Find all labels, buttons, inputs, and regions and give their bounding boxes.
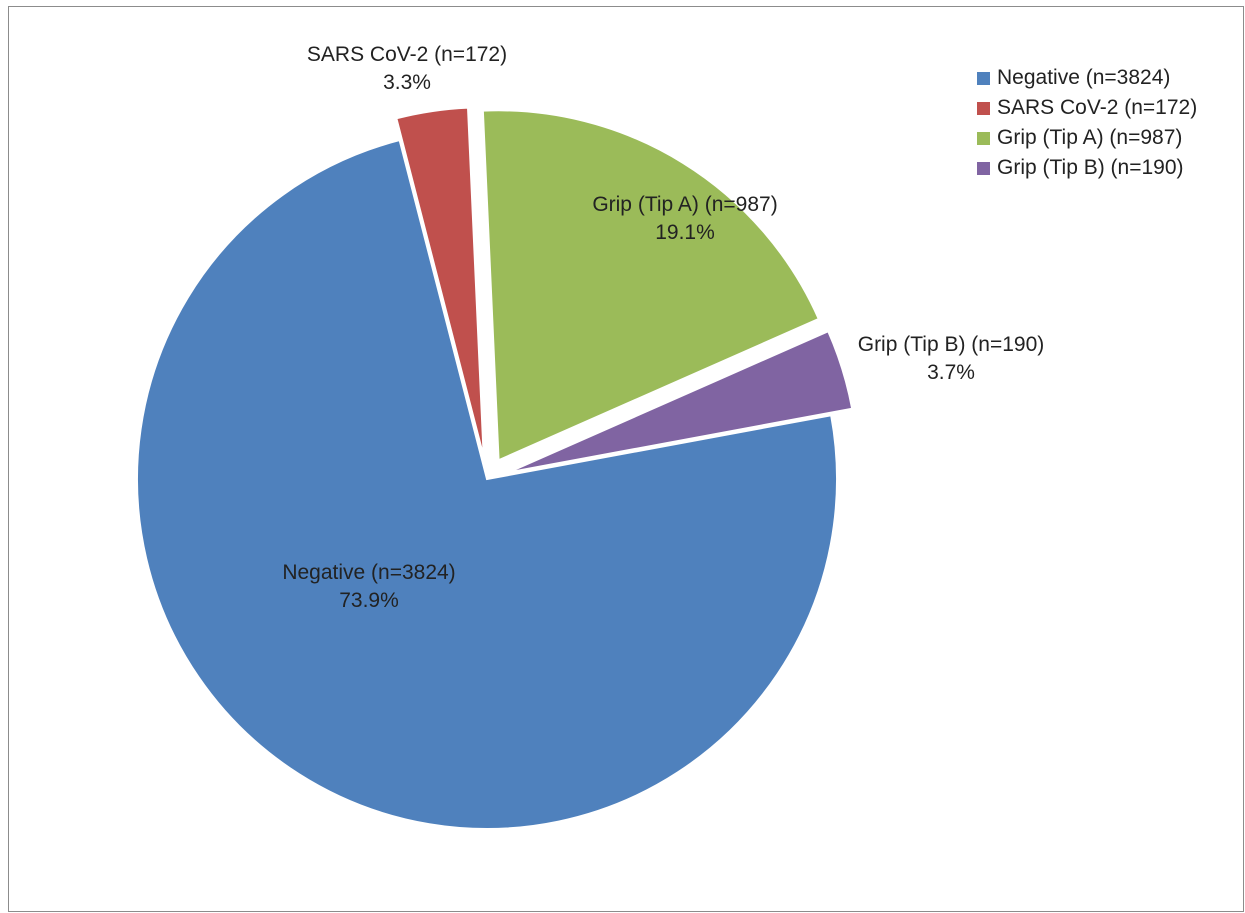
legend-label: Grip (Tip A) (n=987): [997, 126, 1183, 149]
legend-swatch: [977, 71, 990, 85]
legend-item-sars-cov-2: SARS CoV-2 (n=172): [977, 93, 1197, 123]
data-percent-negative: 73.9%: [339, 589, 399, 612]
pie-slice-sars-cov-2: [395, 106, 485, 458]
data-percent-sars-cov-2: 3.3%: [383, 71, 431, 94]
legend-swatch: [977, 131, 990, 145]
pie-chart: Negative (n=3824) 73.9% SARS CoV-2 (n=172)…: [136, 43, 1045, 830]
pie-slice-grip-tip-a: [481, 109, 821, 462]
legend-item-negative: Negative (n=3824): [977, 63, 1197, 93]
legend-label: SARS CoV-2 (n=172): [997, 96, 1198, 119]
legend-label: Grip (Tip B) (n=190): [997, 156, 1184, 179]
pie-slice-negative: [136, 138, 838, 830]
data-percent-grip-tip-a: 19.1%: [655, 221, 715, 244]
data-label-grip-tip-a: Grip (Tip A) (n=987): [592, 193, 777, 216]
legend-swatch: [977, 161, 990, 175]
pie-slice-grip-tip-b: [507, 329, 854, 474]
legend-item-grip-tip-a: Grip (Tip A) (n=987): [977, 123, 1197, 153]
data-percent-grip-tip-b: 3.7%: [927, 361, 975, 384]
data-label-sars-cov-2: SARS CoV-2 (n=172): [307, 43, 507, 66]
data-label-grip-tip-b: Grip (Tip B) (n=190): [858, 333, 1045, 356]
legend-label: Negative (n=3824): [997, 66, 1171, 89]
legend-swatch: [977, 101, 990, 115]
legend-item-grip-tip-b: Grip (Tip B) (n=190): [977, 153, 1197, 183]
data-label-negative: Negative (n=3824): [282, 561, 455, 584]
legend: Negative (n=3824) SARS CoV-2 (n=172) Gri…: [977, 63, 1197, 183]
chart-frame: Negative (n=3824) 73.9% SARS CoV-2 (n=172)…: [8, 6, 1244, 912]
